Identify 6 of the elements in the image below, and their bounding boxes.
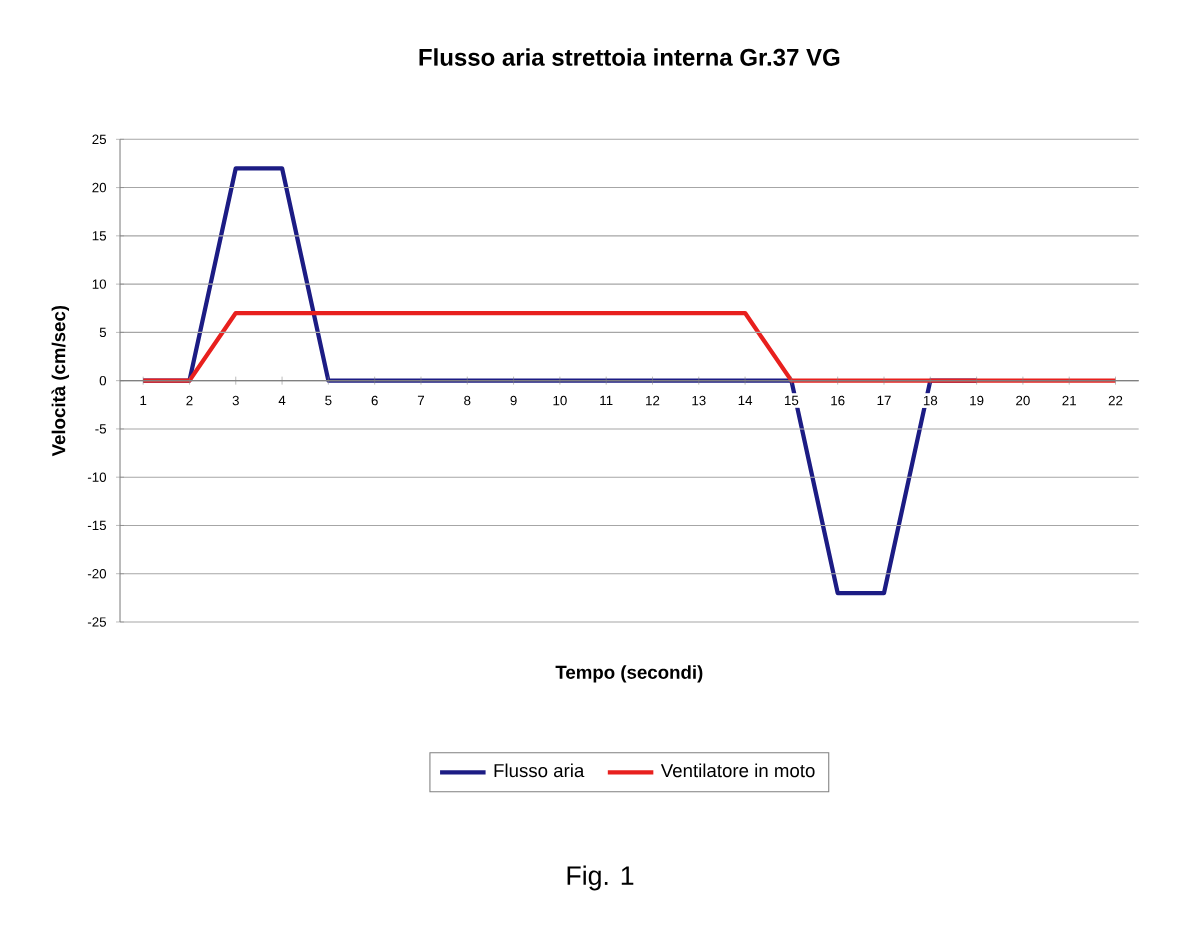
x-axis-title: Tempo (secondi) [555,665,703,683]
legend-label: Flusso aria [494,763,585,778]
caption: Fig. 1 [567,865,634,891]
y-axis-title: Velocità (cm/sec) [51,305,70,457]
chart-title: Flusso aria strettoia interna Gr.37 VG [419,48,840,66]
legend-label: Ventilatore in moto [660,763,815,778]
